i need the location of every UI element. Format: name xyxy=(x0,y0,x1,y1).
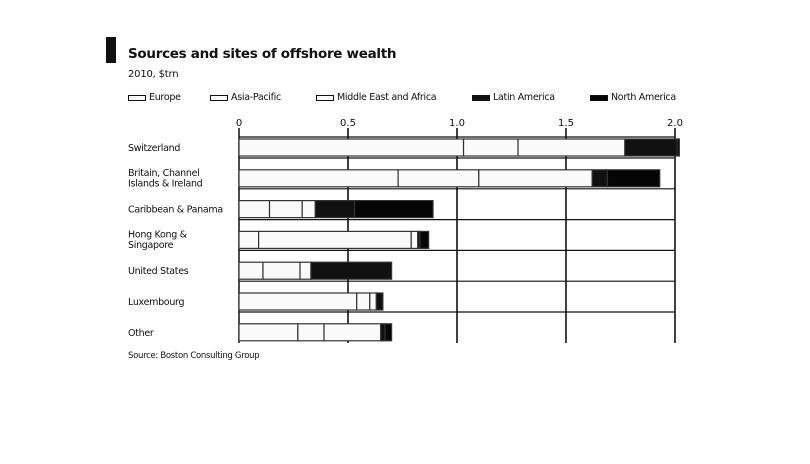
category-label: Britain, Channel xyxy=(128,168,200,179)
bar-segment-europe xyxy=(238,138,465,157)
legend-item-asia-pacific: Asia-Pacific xyxy=(210,92,281,103)
bar-segment-europe xyxy=(238,261,264,280)
bar-segment-latin-america xyxy=(375,292,384,311)
bar-segment-asia-pacific xyxy=(297,323,325,342)
category-label: Luxembourg xyxy=(128,297,184,308)
category-label: Singapore xyxy=(128,240,174,251)
legend-label: Latin America xyxy=(493,92,555,103)
legend-item-middle-east-africa: Middle East and Africa xyxy=(316,92,437,103)
x-tick-label: 0 xyxy=(236,118,242,129)
bar-segment-middle-east-and-africa xyxy=(323,323,382,342)
category-label: Islands & Ireland xyxy=(128,178,203,189)
category-label: United States xyxy=(128,266,189,277)
legend-swatch xyxy=(316,94,334,101)
chart-subtitle: 2010, $trn xyxy=(128,69,179,80)
category-label: Switzerland xyxy=(128,143,180,154)
bar-segment-europe xyxy=(238,169,399,188)
bar-segment-asia-pacific xyxy=(356,292,371,311)
bar-segment-middle-east-and-africa xyxy=(410,230,419,249)
bar-segment-asia-pacific xyxy=(258,230,412,249)
legend-item-latin-america: Latin America xyxy=(472,92,555,103)
bar-segment-latin-america xyxy=(624,138,678,157)
bar-segment-middle-east-and-africa xyxy=(478,169,593,188)
chart-title: Sources and sites of offshore wealth xyxy=(128,46,397,62)
bar-segment-asia-pacific xyxy=(262,261,301,280)
legend-label: Middle East and Africa xyxy=(337,92,437,103)
bar-segment-europe xyxy=(238,292,358,311)
category-label: Hong Kong & xyxy=(128,229,188,240)
bar-segment-asia-pacific xyxy=(397,169,480,188)
bar-segment-middle-east-and-africa xyxy=(299,261,312,280)
legend-label: North America xyxy=(611,92,676,103)
x-tick-label: 1.5 xyxy=(558,118,574,129)
chart-source: Source: Boston Consulting Group xyxy=(128,351,260,361)
x-tick-label: 0.5 xyxy=(340,118,356,129)
bar-segment-europe xyxy=(238,200,271,219)
bar-segment-north-america xyxy=(419,230,430,249)
legend-label: Asia-Pacific xyxy=(231,92,281,103)
bar-segment-latin-america xyxy=(314,200,356,219)
bar-segment-north-america xyxy=(384,323,393,342)
bar-segment-latin-america xyxy=(310,261,393,280)
legend-swatch xyxy=(472,94,490,101)
bar-segment-north-america xyxy=(606,169,661,188)
bar-segment-latin-america xyxy=(380,323,386,342)
x-tick-label: 1.0 xyxy=(449,118,465,129)
legend-item-north-america: North America xyxy=(590,92,676,103)
x-tick-label: 2.0 xyxy=(667,118,683,129)
bar-segment-latin-america xyxy=(591,169,609,188)
legend-swatch xyxy=(590,94,608,101)
legend-swatch xyxy=(128,94,146,101)
bar-segment-north-america xyxy=(353,200,434,219)
category-label: Caribbean & Panama xyxy=(128,205,223,216)
legend-item-europe: Europe xyxy=(128,92,181,103)
legend-swatch xyxy=(210,94,228,101)
title-accent-bar xyxy=(106,37,116,63)
bar-segment-north-america xyxy=(676,138,680,157)
bar-segment-middle-east-and-africa xyxy=(369,292,377,311)
bar-segment-europe xyxy=(238,230,260,249)
bar-segment-asia-pacific xyxy=(462,138,519,157)
legend-label: Europe xyxy=(149,92,181,103)
bar-segment-asia-pacific xyxy=(268,200,303,219)
bar-segment-middle-east-and-africa xyxy=(301,200,316,219)
category-label: Other xyxy=(128,328,154,339)
bar-segment-europe xyxy=(238,323,299,342)
bar-segment-middle-east-and-africa xyxy=(517,138,626,157)
